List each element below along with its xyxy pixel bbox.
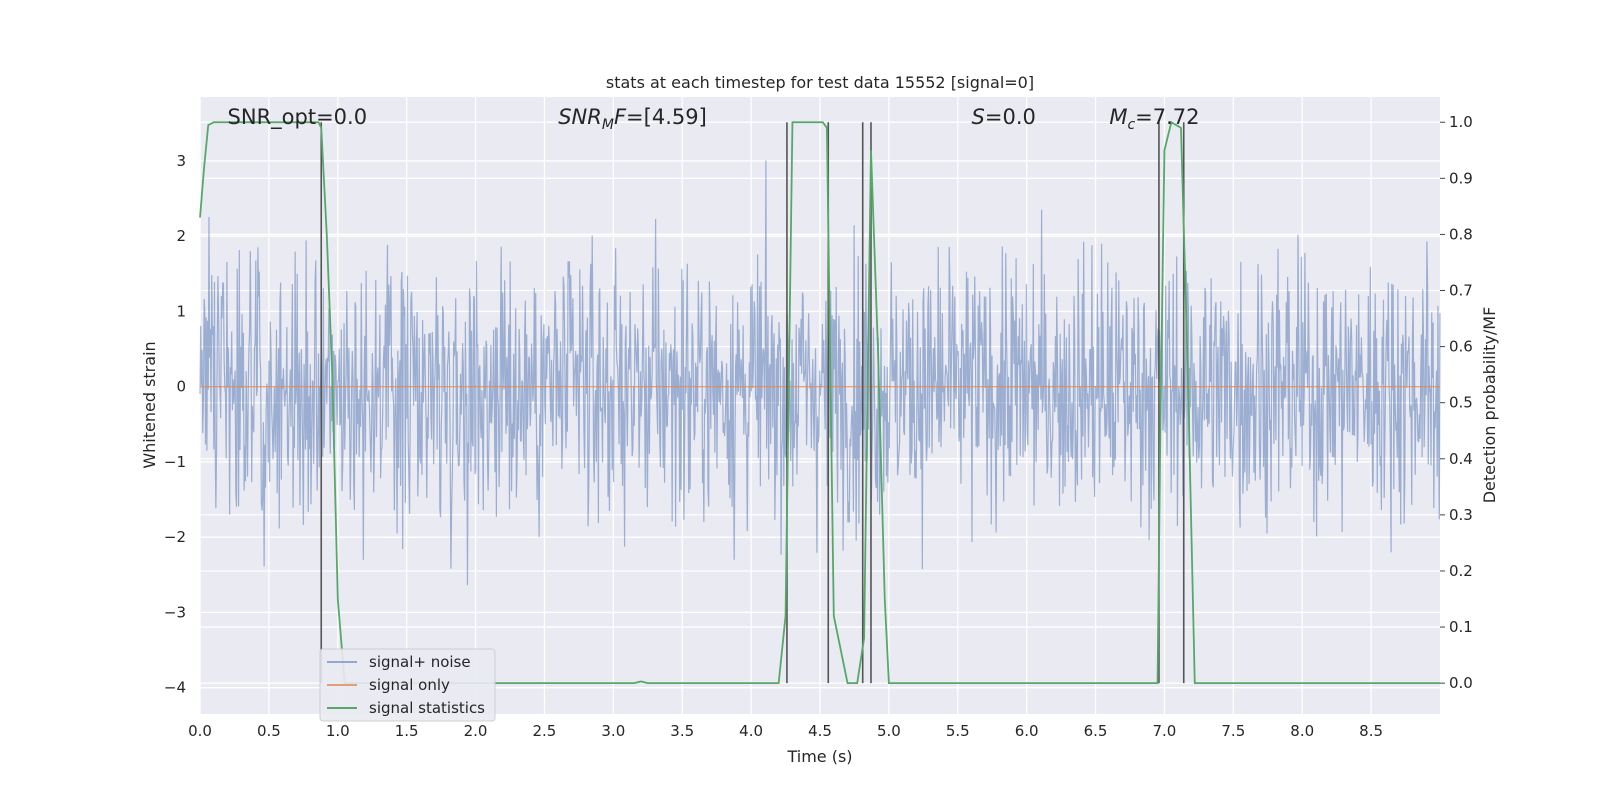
y2-tick-label: 0.3 <box>1449 506 1473 524</box>
x-tick-label: 4.5 <box>808 722 832 740</box>
annotation-2: S=0.0 <box>972 105 1036 129</box>
legend-label-stats: signal statistics <box>369 699 485 717</box>
y2-tick-label: 0.8 <box>1449 225 1473 243</box>
y2-tick-label: 0.7 <box>1449 282 1473 300</box>
x-tick-label: 0.0 <box>188 722 212 740</box>
annotations: SNR_opt=0.0 SNRMF=[4.59] S=0.0 Mc=7.72 <box>228 105 1200 133</box>
y2-axis-label: Detection probability/MF <box>1480 307 1499 504</box>
signal-statistics-series <box>199 120 1440 685</box>
x-tick-label: 8.0 <box>1290 722 1314 740</box>
x-tick-label: 0.5 <box>257 722 281 740</box>
x-tick-label: 2.0 <box>464 722 488 740</box>
y-tick-label: −2 <box>164 528 186 546</box>
y-tick-label: 2 <box>176 227 186 245</box>
x-tick-label: 8.5 <box>1359 722 1383 740</box>
y2-tick-label: 0.6 <box>1449 338 1473 356</box>
x-tick-label: 2.5 <box>533 722 557 740</box>
stats-line <box>199 120 1440 685</box>
annotation-1: SNRMF=[4.59] <box>558 105 707 133</box>
y-tick-label: −4 <box>164 679 186 697</box>
x-tick-label: 4.0 <box>739 722 763 740</box>
x-axis-label: Time (s) <box>786 747 852 766</box>
x-tick-label: 7.5 <box>1221 722 1245 740</box>
legend-box <box>319 648 496 722</box>
legend-label-signal: signal only <box>369 676 450 694</box>
y2-tick-label: 0.5 <box>1449 394 1473 412</box>
x-tick-label: 7.0 <box>1153 722 1177 740</box>
y-tick-label: −3 <box>164 603 186 621</box>
y2-axis-ticks: 1.0 0.9 0.8 0.7 0.6 0.5 0.4 0.3 0.2 0.1 0.0 <box>1440 113 1473 692</box>
x-tick-label: 1.5 <box>395 722 419 740</box>
signal-noise-series <box>199 160 1441 586</box>
chart-title: stats at each timestep for test data 155… <box>606 73 1034 92</box>
y-axis-ticks: 3 2 1 0 −1 −2 −3 −4 <box>164 152 186 697</box>
y2-tick-label: 0.1 <box>1449 618 1473 636</box>
y2-tick-label: 0.4 <box>1449 450 1473 468</box>
x-tick-label: 1.0 <box>326 722 350 740</box>
annotation-3: Mc=7.72 <box>1109 105 1199 133</box>
x-tick-label: 3.5 <box>670 722 694 740</box>
legend-label-noise: signal+ noise <box>369 653 471 671</box>
y2-tick-label: 0.0 <box>1449 674 1473 692</box>
x-tick-label: 5.5 <box>946 722 970 740</box>
legend: signal+ noise signal only signal statist… <box>319 648 496 722</box>
y2-tick-label: 1.0 <box>1449 113 1473 131</box>
y2-tick-label: 0.9 <box>1449 169 1473 187</box>
x-tick-label: 6.0 <box>1015 722 1039 740</box>
y-tick-label: 0 <box>176 378 186 396</box>
noise-line <box>199 160 1441 586</box>
y-tick-label: 1 <box>176 302 186 320</box>
y-tick-label: 3 <box>176 152 186 170</box>
y2-tick-label: 0.2 <box>1449 562 1473 580</box>
x-tick-label: 3.0 <box>601 722 625 740</box>
x-axis-ticks: 0.0 0.5 1.0 1.5 2.0 2.5 3.0 3.5 4.0 4.5 5.0 5.5 6.0 6… <box>188 722 1383 740</box>
y-tick-label: −1 <box>164 453 186 471</box>
y-axis-label: Whitened strain <box>140 341 159 468</box>
annotation-0: SNR_opt=0.0 <box>228 105 368 130</box>
x-tick-label: 6.5 <box>1084 722 1108 740</box>
x-tick-label: 5.0 <box>877 722 901 740</box>
